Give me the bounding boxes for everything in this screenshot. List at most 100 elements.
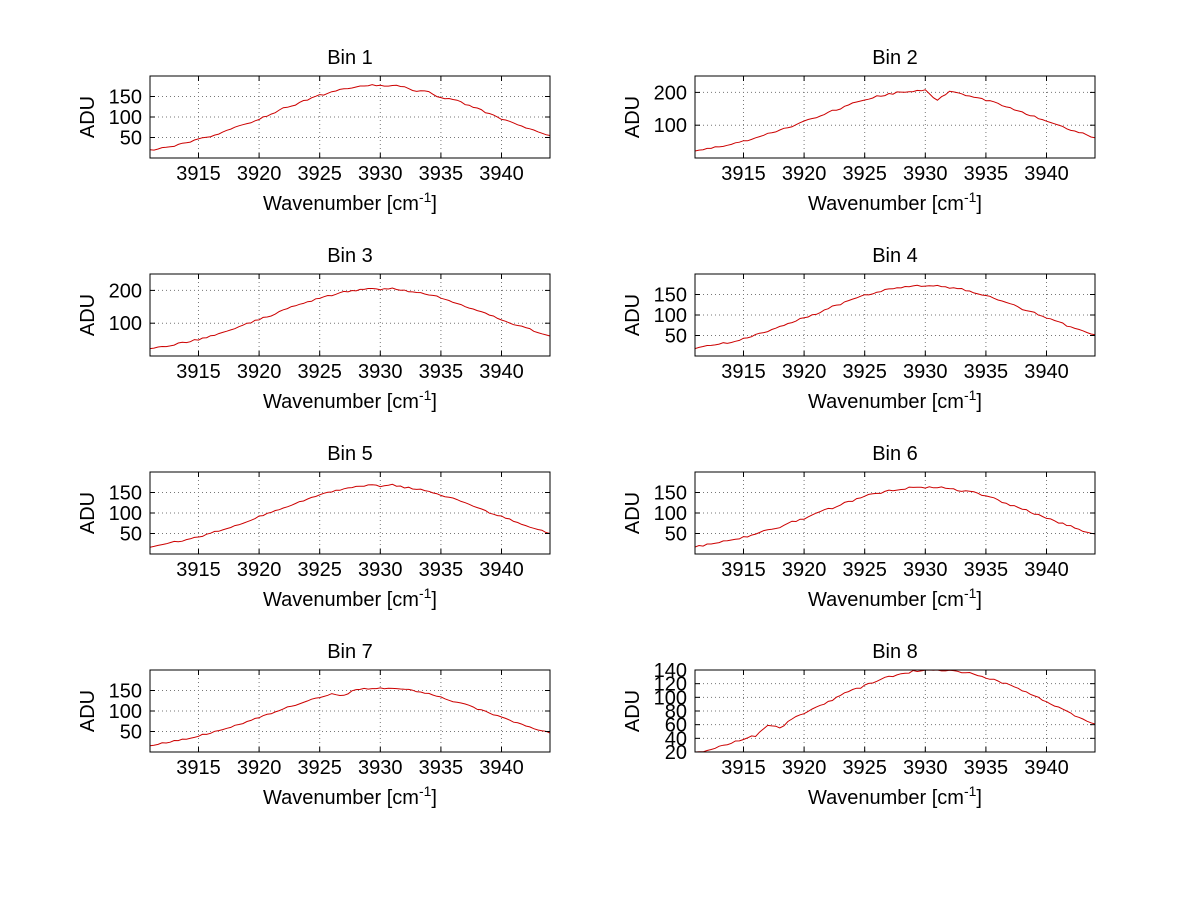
subplot-bin-2: Bin 2 100 200 3915 3920 3925 3930 3935 3940 ADU Wa… [575,40,1120,236]
x-tick-label: 3920 [237,361,282,383]
spectrum-line [150,287,550,350]
x-axis-label: Wavenumber [cm-1] [808,585,982,611]
x-axis-label: Wavenumber [cm-1] [808,189,982,215]
x-tick-label: 3940 [479,757,524,779]
x-tick-label: 3925 [842,163,887,185]
x-tick-label: 3920 [237,163,282,185]
y-axis-label: ADU [622,492,644,534]
x-tick-label: 3915 [176,757,221,779]
x-tick-label: 3930 [903,757,948,779]
y-tick-label: 100 [109,701,142,723]
y-tick-label: 50 [665,524,687,546]
y-axis-label: ADU [77,294,99,336]
x-tick-label: 3940 [1024,559,1069,581]
spectrum-line [695,486,1095,548]
x-tick-label: 3920 [782,559,827,581]
x-tick-label: 3940 [479,559,524,581]
y-tick-label: 100 [654,115,687,137]
spectrum-line [695,284,1095,350]
spectrum-line [695,669,1095,753]
x-tick-label: 3935 [964,163,1009,185]
x-axis-label: Wavenumber [cm-1] [263,783,437,809]
x-tick-label: 3930 [903,361,948,383]
x-tick-label: 3930 [358,559,403,581]
x-tick-label: 3920 [782,163,827,185]
y-axis-label: ADU [622,96,644,138]
y-axis-label: ADU [77,492,99,534]
x-tick-label: 3935 [964,559,1009,581]
plot-title: Bin 4 [872,245,918,267]
axes-box [149,273,551,357]
spectrum-line [150,687,550,747]
y-axis-label: ADU [77,690,99,732]
subplot-grid: Bin 1 50 100 150 3915 3920 3925 3930 3935 3940 ADU… [30,40,1120,832]
x-tick-label: 3915 [176,559,221,581]
x-axis-label: Wavenumber [cm-1] [263,189,437,215]
x-tick-label: 3920 [237,559,282,581]
x-tick-label: 3930 [903,163,948,185]
y-tick-label: 200 [654,82,687,104]
y-tick-label: 100 [109,107,142,129]
x-tick-label: 3930 [358,757,403,779]
spectrum-plot-2: Bin 2 100 200 3915 3920 3925 3930 3935 3940 ADU Wa… [622,47,1096,215]
x-tick-label: 3920 [237,757,282,779]
x-tick-label: 3930 [903,559,948,581]
plot-title: Bin 8 [872,641,918,663]
plot-title: Bin 7 [327,641,373,663]
spectrum-line [150,84,550,151]
y-tick-label: 100 [654,687,687,709]
x-tick-label: 3915 [176,361,221,383]
x-tick-label: 3935 [964,757,1009,779]
x-axis-label: Wavenumber [cm-1] [263,585,437,611]
y-tick-label: 100 [109,503,142,525]
x-tick-label: 3925 [297,757,342,779]
x-tick-label: 3940 [1024,163,1069,185]
x-tick-label: 3935 [419,163,464,185]
x-tick-label: 3935 [419,559,464,581]
y-tick-label: 20 [665,742,687,764]
y-axis-label: ADU [77,96,99,138]
y-tick-label: 50 [120,524,142,546]
x-tick-label: 3925 [842,361,887,383]
x-tick-label: 3930 [358,361,403,383]
x-tick-label: 3920 [782,757,827,779]
x-axis-label: Wavenumber [cm-1] [808,783,982,809]
x-tick-label: 3940 [1024,757,1069,779]
plot-title: Bin 3 [327,245,373,267]
y-tick-label: 150 [654,483,687,505]
y-tick-label: 50 [665,326,687,348]
spectrum-plot-3: Bin 3 100 200 3915 3920 3925 3930 3935 3940 ADU Wa… [77,245,551,413]
x-axis-label: Wavenumber [cm-1] [808,387,982,413]
y-tick-label: 100 [654,503,687,525]
y-axis-label: ADU [622,294,644,336]
y-axis-label: ADU [622,690,644,732]
x-tick-label: 3930 [358,163,403,185]
axes-box [694,75,1096,159]
plot-title: Bin 2 [872,47,918,69]
x-tick-label: 3915 [721,163,766,185]
plot-title: Bin 6 [872,443,918,465]
x-tick-label: 3940 [479,361,524,383]
subplot-bin-5: Bin 5 50 100 150 3915 3920 3925 3930 3935 3940 ADU… [30,436,575,632]
y-tick-label: 150 [654,285,687,307]
x-axis-label: Wavenumber [cm-1] [263,387,437,413]
y-tick-label: 120 [654,674,687,696]
x-tick-label: 3935 [964,361,1009,383]
x-tick-label: 3915 [721,757,766,779]
y-tick-label: 200 [109,280,142,302]
plot-title: Bin 5 [327,443,373,465]
x-tick-label: 3925 [842,559,887,581]
plot-title: Bin 1 [327,47,373,69]
x-tick-label: 3925 [842,757,887,779]
x-tick-label: 3915 [721,559,766,581]
y-tick-label: 150 [109,681,142,703]
x-tick-label: 3940 [1024,361,1069,383]
subplot-bin-4: Bin 4 50 100 150 3915 3920 3925 3930 3935 3940 ADU… [575,238,1120,434]
subplot-bin-1: Bin 1 50 100 150 3915 3920 3925 3930 3935 3940 ADU… [30,40,575,236]
x-tick-label: 3915 [721,361,766,383]
